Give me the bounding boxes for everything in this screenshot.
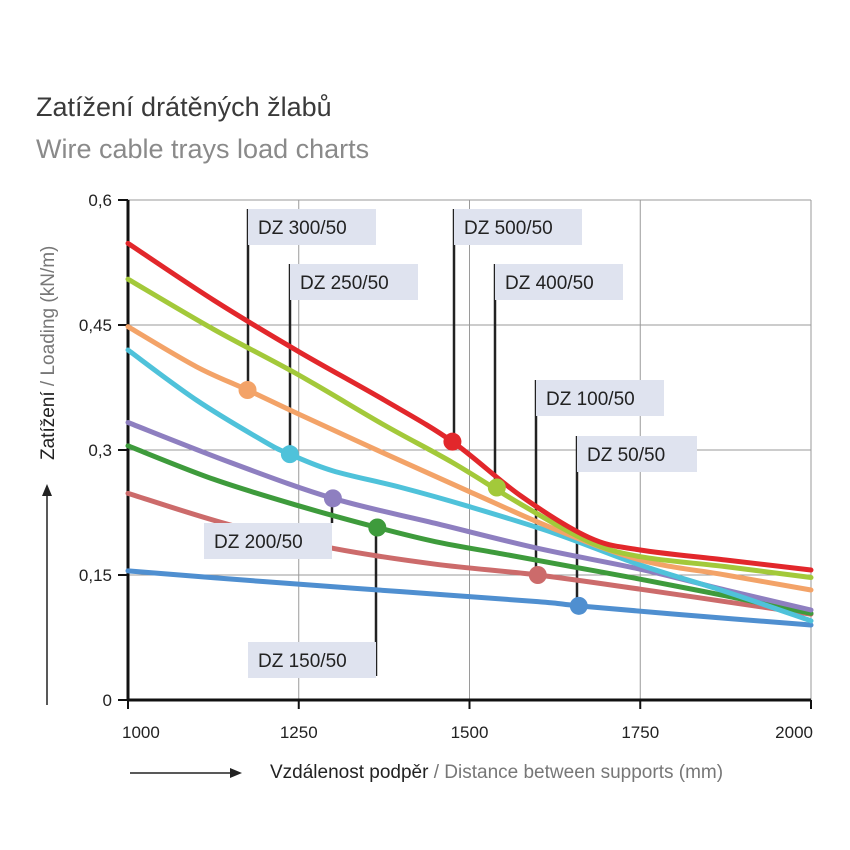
chart-title: Zatížení drátěných žlabů [36, 92, 332, 122]
chart-subtitle: Wire cable trays load charts [36, 134, 370, 164]
series-marker-dz-400-50 [487, 478, 506, 497]
y-axis-arrow-icon [42, 484, 52, 705]
callout-box-dz-100-50 [536, 380, 664, 416]
y-tick-label: 0 [103, 691, 112, 710]
x-tick-label: 1000 [122, 723, 160, 742]
x-tick-label: 1250 [280, 723, 318, 742]
y-tick-label: 0,15 [79, 566, 112, 585]
callout-label-dz-200-50: DZ 200/50 [214, 532, 303, 553]
callout-label-dz-250-50: DZ 250/50 [300, 273, 389, 294]
callout-label-dz-400-50: DZ 400/50 [505, 273, 594, 294]
callout-box-dz-50-50 [577, 436, 697, 472]
callout-box-dz-250-50 [290, 264, 418, 300]
grid [128, 199, 812, 700]
x-tick-label: 1750 [621, 723, 659, 742]
series-line-dz-500-50 [125, 240, 814, 573]
callout-box-dz-500-50 [454, 209, 582, 245]
callout-box-dz-300-50 [248, 209, 376, 245]
y-tick-label: 0,6 [88, 191, 112, 210]
x-axis-label-cz: Vzdálenost podpěr [270, 762, 429, 783]
series-marker-dz-200-50 [323, 489, 342, 508]
series-line-dz-300-50 [125, 324, 814, 593]
y-axis-label-en: / Loading (kN/m) [38, 246, 59, 392]
series-marker-dz-300-50 [238, 381, 257, 399]
x-axis-label-en: / Distance between supports (mm) [428, 762, 723, 783]
series-lines [125, 240, 814, 628]
callout-label-dz-50-50: DZ 50/50 [587, 445, 665, 466]
callout-box-dz-200-50 [204, 523, 332, 559]
series-line-dz-100-50 [125, 443, 814, 616]
callout-labels: DZ 300/50 DZ 250/50 DZ 500/50 DZ 400/50 DZ 1… [204, 209, 697, 678]
callout-label-dz-150-50: DZ 150/50 [258, 651, 347, 672]
series-marker-dz-500-50 [443, 432, 462, 451]
tick-labels: 0 0,15 0,3 0,45 0,6 1000 1250 1500 1750 2000 [79, 191, 813, 742]
callout-box-dz-400-50 [495, 264, 623, 300]
callout-label-dz-100-50: DZ 100/50 [546, 389, 635, 410]
series-marker-dz-250-50 [280, 445, 299, 464]
series-marker-dz-100-50 [368, 518, 387, 537]
callout-box-dz-150-50 [248, 642, 376, 678]
series-line-dz-400-50 [125, 276, 814, 580]
callout-label-dz-500-50: DZ 500/50 [464, 218, 553, 239]
y-axis-label-cz: Zatížení [38, 391, 59, 460]
axes [118, 199, 812, 709]
y-axis-label: Zatížení / Loading (kN/m) [38, 246, 59, 460]
series-marker-dz-150-50 [528, 566, 547, 584]
y-tick-label: 0,45 [79, 316, 112, 335]
callout-label-dz-300-50: DZ 300/50 [258, 218, 347, 239]
x-tick-label: 1500 [451, 723, 489, 742]
series-markers [238, 381, 588, 615]
series-marker-dz-50-50 [569, 596, 588, 615]
series-line-dz-50-50 [125, 568, 814, 628]
y-tick-label: 0,3 [88, 441, 112, 460]
x-axis-arrow-icon [130, 768, 242, 778]
x-axis-label: Vzdálenost podpěr / Distance between sup… [270, 762, 723, 783]
series-line-dz-250-50 [125, 347, 814, 624]
x-tick-label: 2000 [775, 723, 813, 742]
